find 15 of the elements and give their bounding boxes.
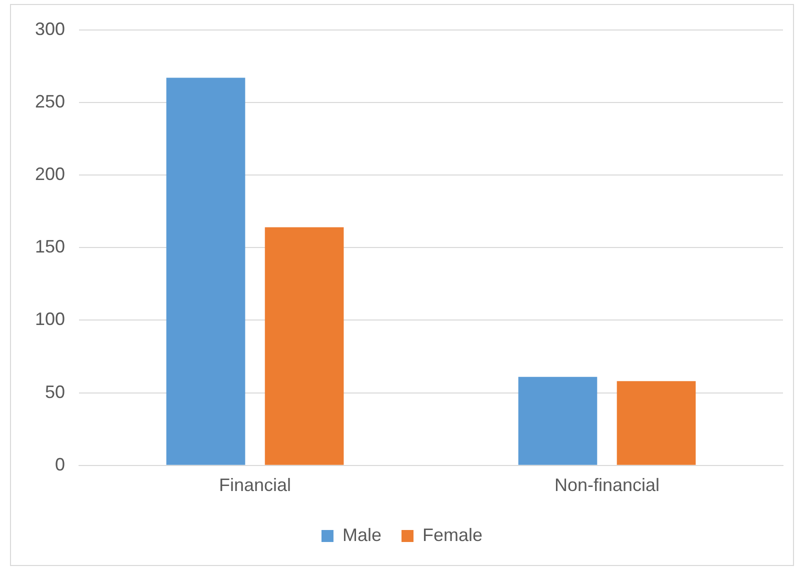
bar <box>166 78 246 465</box>
legend-label: Female <box>422 524 483 545</box>
y-tick-label: 0 <box>55 454 66 474</box>
y-tick-label: 300 <box>34 18 66 39</box>
legend-label: Male <box>342 524 382 545</box>
y-tick-label: 100 <box>34 309 66 330</box>
y-tick-label: 200 <box>34 164 66 184</box>
y-tick-label: 250 <box>34 91 66 112</box>
bar <box>518 376 598 465</box>
x-tick-label: Non-financial <box>554 475 660 496</box>
x-tick-label: Financial <box>219 475 292 496</box>
y-tick-label: 50 <box>45 382 66 402</box>
bar <box>616 381 696 465</box>
y-tick-label: 150 <box>34 236 66 257</box>
bar <box>264 227 344 465</box>
